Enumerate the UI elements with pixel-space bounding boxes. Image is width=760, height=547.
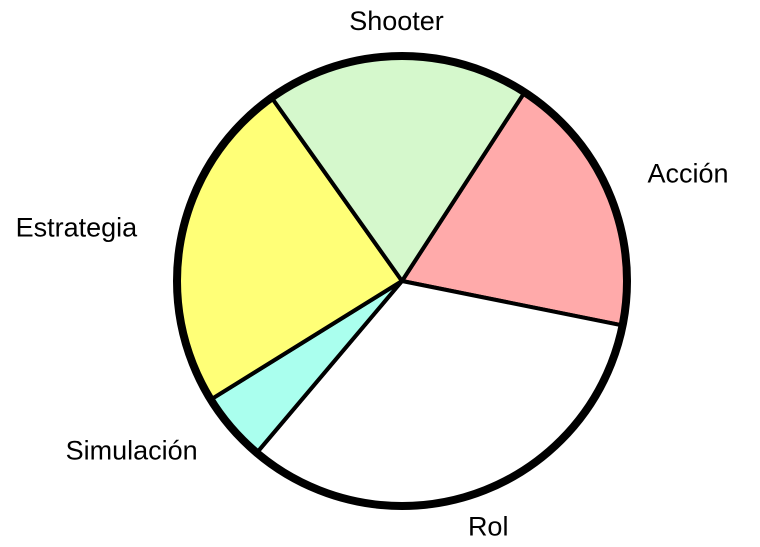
slice-label-estrategia: Estrategia [16, 212, 139, 242]
slice-label-accion: Acción [648, 159, 729, 189]
slice-label-rol: Rol [468, 512, 509, 542]
slice-label-shooter: Shooter [349, 6, 444, 36]
pie-outline [173, 52, 631, 510]
slice-label-simulacion: Simulación [66, 435, 198, 465]
pie-labels: Acción Rol Simulación Estrategia Shooter [16, 6, 729, 541]
pie-slices [175, 54, 629, 508]
